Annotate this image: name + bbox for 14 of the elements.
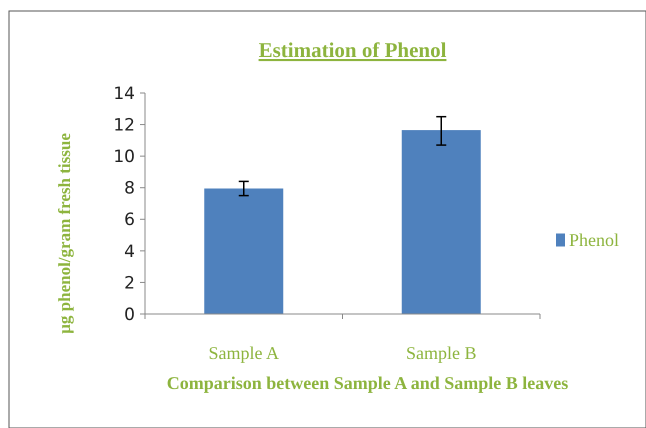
x-tick-label: Sample B [406,343,476,363]
y-axis-title: µg phenol/gram fresh tissue [55,132,74,334]
x-tick-label: Sample A [208,343,279,363]
y-tick-label: 8 [124,178,135,199]
y-tick-label: 12 [113,116,135,136]
y-tick-label: 14 [113,84,135,104]
y-tick-label: 4 [124,242,135,262]
chart-title: Estimation of Phenol [258,38,447,62]
y-tick-label: 0 [124,304,135,325]
legend-label: Phenol [569,230,620,250]
y-tick-label: 6 [124,210,135,230]
y-tick-label: 10 [113,147,135,168]
x-axis-title: Comparison between Sample A and Sample B leaves [166,373,568,393]
y-tick-label: 2 [124,273,135,294]
